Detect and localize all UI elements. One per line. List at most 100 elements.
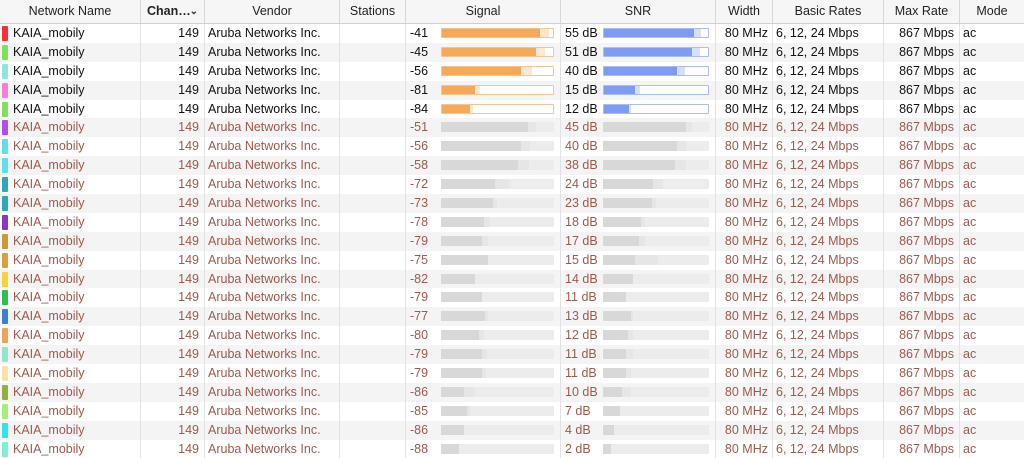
table-row[interactable]: KAIA_mobily 149 Aruba Networks Inc. -86 4 dB…: [0, 420, 1024, 440]
network-name: KAIA_mobily: [13, 214, 85, 229]
signal-value: -79: [410, 233, 429, 248]
table-row[interactable]: KAIA_mobily 149 Aruba Networks Inc. -75 15 d…: [0, 250, 1024, 270]
snr-cell: 55 dB: [561, 24, 716, 43]
signal-value: -79: [410, 347, 429, 362]
column-header-vendor[interactable]: Vendor: [205, 0, 340, 23]
column-header-stations[interactable]: Stations: [340, 0, 406, 23]
table-row[interactable]: KAIA_mobily 149 Aruba Networks Inc. -79 11 d…: [0, 288, 1024, 308]
snr-bar: [603, 122, 709, 133]
column-header-network-name[interactable]: Network Name: [0, 0, 141, 23]
signal-cell: -79: [406, 288, 561, 308]
table-row[interactable]: KAIA_mobily 149 Aruba Networks Inc. -56 40 d…: [0, 137, 1024, 157]
vendor-cell: Aruba Networks Inc.: [205, 401, 340, 421]
snr-bar-fill: [603, 179, 653, 190]
vendor-cell: Aruba Networks Inc.: [205, 269, 340, 289]
column-header-width[interactable]: Width: [716, 0, 773, 23]
vendor-cell: Aruba Networks Inc.: [205, 439, 340, 458]
network-color-swatch: [2, 271, 8, 287]
table-row[interactable]: KAIA_mobily 149 Aruba Networks Inc. -58 38 d…: [0, 156, 1024, 176]
channel-cell: 149: [141, 194, 205, 213]
table-row[interactable]: KAIA_mobily 149 Aruba Networks Inc. -84 12 d…: [0, 99, 1024, 119]
snr-cell: 18 dB: [561, 212, 716, 232]
signal-bar-range: [495, 179, 509, 190]
signal-bar: [441, 330, 554, 341]
table-row[interactable]: KAIA_mobily 149 Aruba Networks Inc. -86 10 d…: [0, 382, 1024, 402]
table-row[interactable]: KAIA_mobily 149 Aruba Networks Inc. -45 51 d…: [0, 42, 1024, 62]
signal-cell: -81: [406, 80, 561, 100]
snr-cell: 38 dB: [561, 156, 716, 176]
table-row[interactable]: KAIA_mobily 149 Aruba Networks Inc. -77 13 d…: [0, 307, 1024, 327]
snr-bar: [603, 65, 709, 76]
network-name: KAIA_mobily: [13, 347, 85, 362]
column-header-basic-rates[interactable]: Basic Rates: [773, 0, 884, 23]
table-row[interactable]: KAIA_mobily 149 Aruba Networks Inc. -73 23 d…: [0, 194, 1024, 213]
network-color-swatch: [2, 101, 8, 117]
snr-bar-range: [692, 47, 700, 56]
stations-cell: [340, 364, 406, 383]
stations-cell: [340, 156, 406, 176]
table-row[interactable]: KAIA_mobily 149 Aruba Networks Inc. -79 17 d…: [0, 231, 1024, 251]
basic-rates-cell: 6, 12, 24 Mbps: [773, 156, 884, 176]
table-row[interactable]: KAIA_mobily 149 Aruba Networks Inc. -56 40 d…: [0, 61, 1024, 81]
signal-value: -88: [410, 441, 429, 456]
max-rate-cell: 867 Mbps: [884, 250, 960, 270]
table-row[interactable]: KAIA_mobily 149 Aruba Networks Inc. -80 12 d…: [0, 326, 1024, 346]
snr-bar-fill: [604, 85, 636, 94]
mode-cell: ac: [963, 347, 977, 362]
signal-bar-fill: [442, 104, 470, 113]
max-rate-cell: 867 Mbps: [884, 364, 960, 383]
vendor-cell: Aruba Networks Inc.: [205, 288, 340, 308]
table-row[interactable]: KAIA_mobily 149 Aruba Networks Inc. -85 7 dB…: [0, 401, 1024, 421]
width-cell: 80 MHz: [716, 401, 773, 421]
network-name-cell: KAIA_mobily: [0, 382, 141, 402]
column-header-channel[interactable]: Chan… ⌄: [141, 0, 205, 23]
signal-bar: [441, 103, 554, 114]
vendor-cell: Aruba Networks Inc.: [205, 42, 340, 62]
signal-bar-range: [521, 141, 531, 152]
max-rate-cell: 867 Mbps: [884, 80, 960, 100]
column-header-snr[interactable]: SNR: [561, 0, 716, 23]
signal-value: -45: [410, 44, 429, 59]
vendor-cell: Aruba Networks Inc.: [205, 364, 340, 383]
width-cell: 80 MHz: [716, 269, 773, 289]
table-row[interactable]: KAIA_mobily 149 Aruba Networks Inc. -78 18 d…: [0, 212, 1024, 232]
basic-rates-cell: 6, 12, 24 Mbps: [773, 326, 884, 346]
signal-bar-fill: [442, 47, 537, 56]
width-cell: 80 MHz: [716, 439, 773, 458]
signal-bar-fill: [441, 216, 484, 227]
network-color-swatch: [2, 120, 8, 136]
signal-cell: -56: [406, 61, 561, 81]
network-name-cell: KAIA_mobily: [0, 24, 141, 43]
table-row[interactable]: KAIA_mobily 149 Aruba Networks Inc. -79 11 d…: [0, 364, 1024, 383]
table-row[interactable]: KAIA_mobily 149 Aruba Networks Inc. -88 2 dB…: [0, 439, 1024, 458]
stations-cell: [340, 212, 406, 232]
signal-bar: [441, 198, 554, 209]
column-header-signal[interactable]: Signal: [406, 0, 561, 23]
network-name: KAIA_mobily: [13, 44, 85, 59]
snr-cell: 15 dB: [561, 250, 716, 270]
snr-bar-fill: [603, 424, 614, 435]
snr-bar-range: [652, 179, 664, 190]
network-name: KAIA_mobily: [13, 158, 85, 173]
stations-cell: [340, 326, 406, 346]
table-row[interactable]: KAIA_mobily 149 Aruba Networks Inc. -41 55 d…: [0, 24, 1024, 43]
signal-bar-range: [463, 386, 475, 397]
table-row[interactable]: KAIA_mobily 149 Aruba Networks Inc. -72 24 d…: [0, 175, 1024, 195]
table-row[interactable]: KAIA_mobily 149 Aruba Networks Inc. -79 11 d…: [0, 345, 1024, 365]
network-name-cell: KAIA_mobily: [0, 269, 141, 289]
snr-bar-fill: [603, 405, 620, 416]
mode-cell: ac: [963, 422, 977, 437]
network-name: KAIA_mobily: [13, 63, 85, 78]
channel-cell: 149: [141, 382, 205, 402]
column-header-max-rate[interactable]: Max Rate: [884, 0, 960, 23]
signal-bar-fill: [441, 160, 518, 171]
snr-bar-fill: [603, 273, 633, 284]
mode-cell: ac: [963, 384, 977, 399]
signal-cell: -58: [406, 156, 561, 176]
signal-cell: -86: [406, 382, 561, 402]
signal-value: -51: [410, 120, 429, 135]
table-row[interactable]: KAIA_mobily 149 Aruba Networks Inc. -82 14 d…: [0, 269, 1024, 289]
table-row[interactable]: KAIA_mobily 149 Aruba Networks Inc. -81 15 d…: [0, 80, 1024, 100]
column-header-mode[interactable]: Mode: [976, 4, 1008, 18]
table-row[interactable]: KAIA_mobily 149 Aruba Networks Inc. -51 45 d…: [0, 118, 1024, 138]
